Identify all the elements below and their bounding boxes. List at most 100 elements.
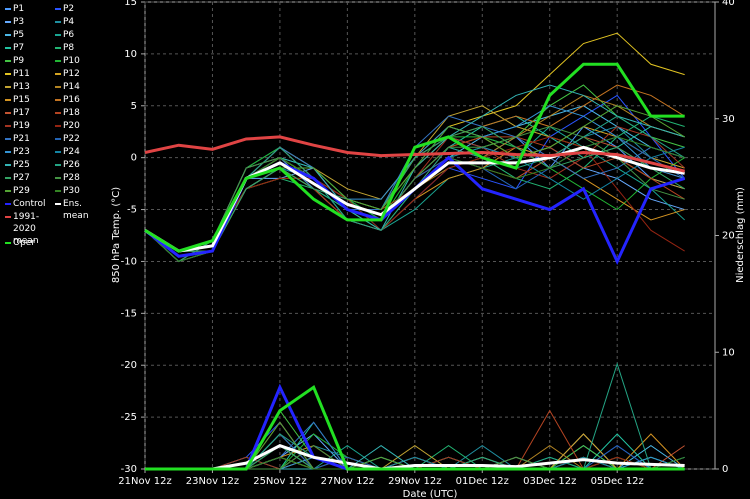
legend-swatch	[55, 190, 61, 192]
legend-swatch	[55, 34, 61, 36]
y-tick-label: -20	[121, 360, 137, 371]
legend-item: P25	[5, 159, 55, 171]
legend-item: P17	[5, 107, 55, 119]
legend-swatch	[5, 125, 11, 127]
legend-label: P20	[63, 121, 80, 131]
legend-swatch	[55, 47, 61, 49]
legend-label: P19	[13, 121, 30, 131]
legend-label: 1991-2020 mean	[13, 212, 40, 246]
x-tick-label: 25Nov 12z	[253, 476, 306, 487]
legend-swatch	[5, 86, 11, 88]
legend-item: 1991-2020 mean	[5, 211, 55, 246]
y-tick-label: -25	[121, 412, 137, 423]
legend-label: P13	[13, 82, 30, 92]
x-tick-label: 29Nov 12z	[388, 476, 441, 487]
precip-line	[145, 444, 685, 471]
x-tick-label: 05Dec 12z	[591, 476, 644, 487]
legend-item: P13	[5, 81, 55, 93]
x-axis-label: Date (UTC)	[403, 489, 458, 499]
legend-item: P9	[5, 55, 55, 67]
legend-item: P21	[5, 133, 55, 145]
legend-label: Ens. mean	[63, 199, 89, 221]
legend-label: P1	[13, 4, 25, 14]
legend-item: P7	[5, 42, 55, 54]
legend-label: P18	[63, 108, 80, 118]
legend-label: P16	[63, 95, 80, 105]
legend-swatch	[55, 8, 61, 10]
temp-line	[144, 135, 686, 173]
y-axis-label: 850 hPa Temp. (°C)	[111, 187, 122, 283]
legend-swatch	[55, 73, 61, 75]
legend-swatch	[5, 151, 11, 153]
y2-tick-label: 20	[722, 231, 735, 242]
legend-swatch	[55, 60, 61, 62]
legend-label: P17	[13, 108, 30, 118]
legend-item: P26	[55, 159, 105, 171]
legend-label: P30	[63, 186, 80, 196]
y-tick-label: -10	[121, 256, 137, 267]
legend-label: P7	[13, 43, 25, 53]
legend-swatch	[5, 177, 11, 179]
legend-item: P8	[55, 42, 105, 54]
legend-item: P30	[55, 185, 105, 197]
legend-label: Control	[13, 199, 46, 209]
precip-line	[145, 384, 685, 471]
legend-item: P1	[5, 3, 55, 15]
legend-swatch	[5, 190, 11, 192]
legend-item: P11	[5, 68, 55, 80]
legend-swatch	[5, 203, 11, 205]
legend-swatch	[5, 34, 11, 36]
precip-line	[145, 433, 685, 470]
y-tick-label: 15	[124, 0, 137, 8]
legend-label: P21	[13, 134, 30, 144]
legend-swatch	[5, 47, 11, 49]
legend-label: P15	[13, 95, 30, 105]
x-tick-label: 23Nov 12z	[186, 476, 239, 487]
legend-item: P29	[5, 185, 55, 197]
legend-item: P28	[55, 172, 105, 184]
legend-item: P15	[5, 94, 55, 106]
y2-tick-label: 30	[722, 114, 735, 125]
x-tick-label: 03Dec 12z	[523, 476, 576, 487]
legend-swatch	[5, 8, 11, 10]
legend-label: P24	[63, 147, 80, 157]
precip-line	[145, 433, 685, 470]
temp-line	[144, 62, 685, 253]
legend-item: P4	[55, 16, 105, 28]
legend-item: Control	[5, 198, 55, 210]
precip-line	[145, 433, 685, 470]
legend-label: P12	[63, 69, 80, 79]
legend-item: P5	[5, 29, 55, 41]
legend-label: P29	[13, 186, 30, 196]
legend-item: P6	[55, 29, 105, 41]
legend-label: P26	[63, 160, 80, 170]
legend-swatch	[5, 164, 11, 166]
legend-label: P25	[13, 160, 30, 170]
legend-label: P28	[63, 173, 80, 183]
y-tick-label: -30	[121, 464, 137, 475]
legend-label: P27	[13, 173, 30, 183]
y2-tick-label: 0	[722, 464, 728, 475]
legend-swatch	[5, 60, 11, 62]
legend-swatch	[5, 112, 11, 114]
legend-item: P18	[55, 107, 105, 119]
legend-label: Oper	[13, 238, 36, 248]
legend-swatch	[55, 177, 61, 179]
legend-swatch	[5, 99, 11, 101]
y2-axis-label: Niederschlag (mm)	[735, 187, 746, 283]
x-tick-label: 01Dec 12z	[456, 476, 509, 487]
legend-item: P10	[55, 55, 105, 67]
y-tick-label: 10	[124, 49, 137, 60]
y-tick-label: -5	[127, 205, 137, 216]
precip-line	[145, 433, 685, 470]
legend-label: P23	[13, 147, 30, 157]
legend-label: P11	[13, 69, 30, 79]
legend-item: P23	[5, 146, 55, 158]
legend-label: P9	[13, 56, 25, 66]
legend-swatch	[5, 73, 11, 75]
legend-item: P14	[55, 81, 105, 93]
y-tick-label: 0	[131, 153, 137, 164]
legend-item: P27	[5, 172, 55, 184]
